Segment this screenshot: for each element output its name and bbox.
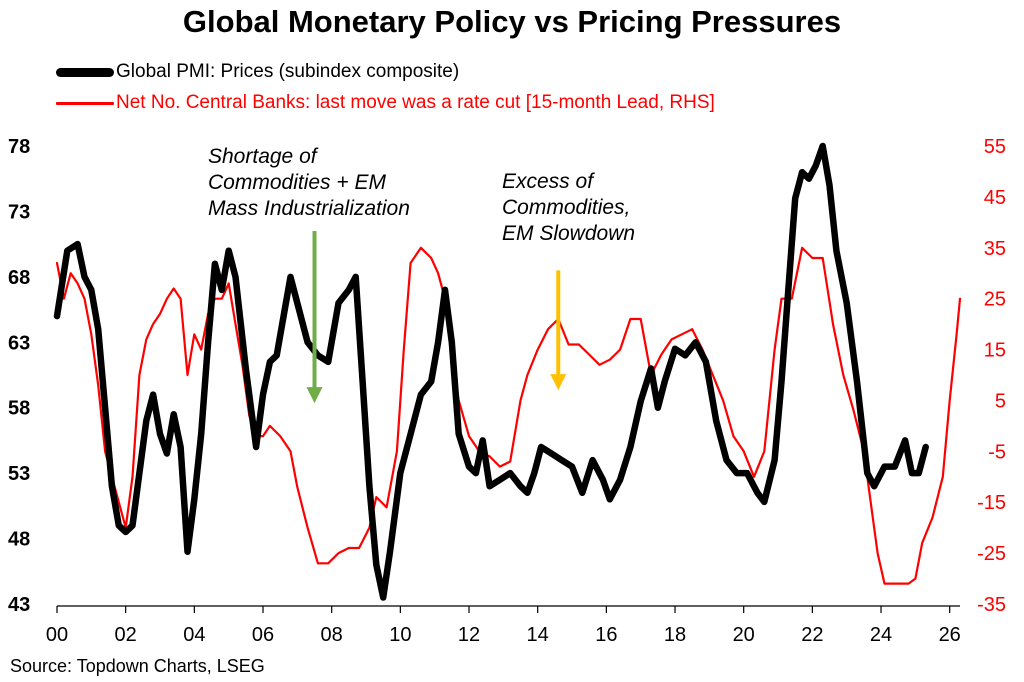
left-y-axis: 43 48 53 58 63 68 73 78 — [8, 136, 30, 616]
x-tick-label: 08 — [321, 624, 343, 646]
annotation-text: Commodities, — [502, 196, 630, 219]
series-lines — [53, 142, 962, 601]
chart-title: Global Monetary Policy vs Pricing Pressu… — [182, 4, 842, 39]
chart-source: Source: Topdown Charts, LSEG — [10, 656, 265, 676]
annotation-text: Excess of — [502, 170, 595, 193]
left-y-tick-label: 78 — [8, 136, 30, 158]
series-line-pmi — [53, 142, 929, 601]
left-y-tick-label: 58 — [8, 398, 30, 420]
annotation-text: Mass Industrialization — [208, 197, 410, 220]
right-y-tick-label: -5 — [988, 441, 1006, 463]
x-tick-label: 12 — [458, 624, 480, 646]
x-tick-label: 24 — [870, 624, 892, 646]
x-tick-label: 22 — [801, 624, 823, 646]
legend-label-central-banks: Net No. Central Banks: last move was a r… — [116, 92, 715, 113]
left-y-tick-label: 53 — [8, 463, 30, 485]
right-y-tick-label: 5 — [995, 390, 1006, 412]
legend-entry-pmi: Global PMI: Prices (subindex composite) — [56, 60, 459, 84]
x-tick-label: 26 — [939, 624, 961, 646]
x-tick-label: 06 — [252, 624, 274, 646]
left-y-tick-label: 48 — [8, 529, 30, 551]
right-y-tick-label: 45 — [984, 187, 1006, 209]
annotation-text: Shortage of — [208, 145, 319, 168]
x-tick-label: 04 — [183, 624, 205, 646]
right-y-tick-label: 25 — [984, 289, 1006, 311]
x-tick-label: 18 — [664, 624, 686, 646]
legend-swatch-pmi — [56, 67, 114, 77]
annotation-arrow-head — [306, 387, 323, 404]
left-y-tick-label: 63 — [8, 332, 30, 354]
legend-label-pmi: Global PMI: Prices (subindex composite) — [116, 61, 460, 82]
right-y-tick-label: 55 — [984, 136, 1006, 158]
x-tick-label: 02 — [115, 624, 137, 646]
right-y-tick-label: 35 — [984, 238, 1006, 260]
annotations: Shortage of Commodities + EM Mass Industri… — [208, 145, 635, 404]
x-tick-label: 16 — [595, 624, 617, 646]
x-tick-label: 00 — [46, 624, 68, 646]
right-y-tick-label: -35 — [977, 594, 1006, 616]
annotation-text: EM Slowdown — [502, 222, 635, 245]
right-y-axis: -35 -25 -15 -5 5 15 25 35 45 55 — [977, 136, 1006, 616]
right-y-tick-label: -15 — [977, 492, 1006, 514]
annotation-text: Commodities + EM — [208, 171, 386, 194]
left-y-tick-label: 73 — [8, 201, 30, 223]
right-y-tick-label: 15 — [984, 340, 1006, 362]
x-tick-label: 14 — [527, 624, 549, 646]
legend-entry-central-banks: Net No. Central Banks: last move was a r… — [56, 91, 715, 115]
x-tick-label: 20 — [733, 624, 755, 646]
x-tick-label: 10 — [389, 624, 411, 646]
right-y-tick-label: -25 — [977, 543, 1006, 565]
x-axis: 00 02 04 06 08 10 12 14 16 18 20 22 24 26 — [46, 606, 961, 646]
left-y-tick-label: 43 — [8, 594, 30, 616]
legend-swatch-central-banks — [56, 101, 114, 105]
annotation-arrow-head — [550, 374, 567, 391]
left-y-tick-label: 68 — [8, 267, 30, 289]
